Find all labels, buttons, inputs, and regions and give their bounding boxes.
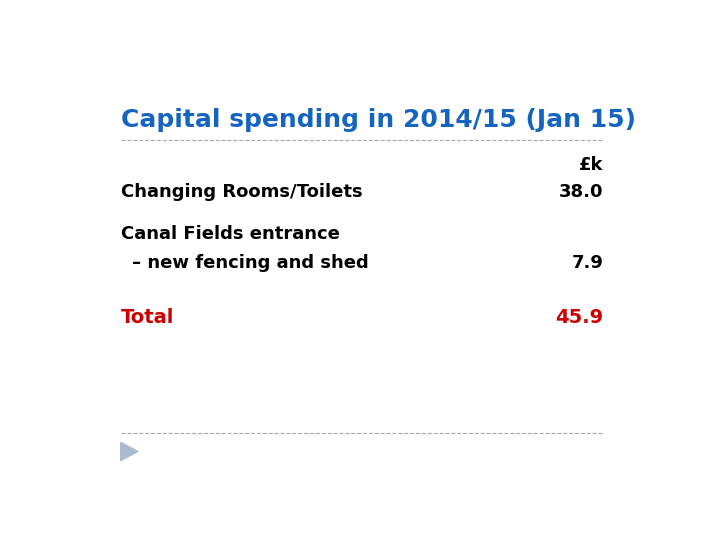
Text: 45.9: 45.9 bbox=[555, 308, 603, 327]
Text: 38.0: 38.0 bbox=[559, 183, 603, 201]
Text: 7.9: 7.9 bbox=[572, 254, 603, 272]
Text: – new fencing and shed: – new fencing and shed bbox=[132, 254, 369, 272]
Text: Changing Rooms/Toilets: Changing Rooms/Toilets bbox=[121, 183, 362, 201]
Text: Capital spending in 2014/15 (Jan 15): Capital spending in 2014/15 (Jan 15) bbox=[121, 109, 636, 132]
Text: Total: Total bbox=[121, 308, 174, 327]
Polygon shape bbox=[121, 442, 138, 461]
Text: Canal Fields entrance: Canal Fields entrance bbox=[121, 225, 340, 243]
Text: £k: £k bbox=[579, 156, 603, 174]
